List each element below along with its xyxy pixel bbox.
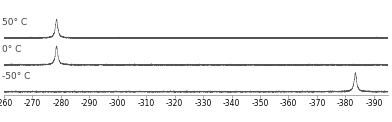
Text: -50° C: -50° C <box>2 72 31 81</box>
Text: 50° C: 50° C <box>2 18 27 27</box>
Text: 0° C: 0° C <box>2 45 22 54</box>
